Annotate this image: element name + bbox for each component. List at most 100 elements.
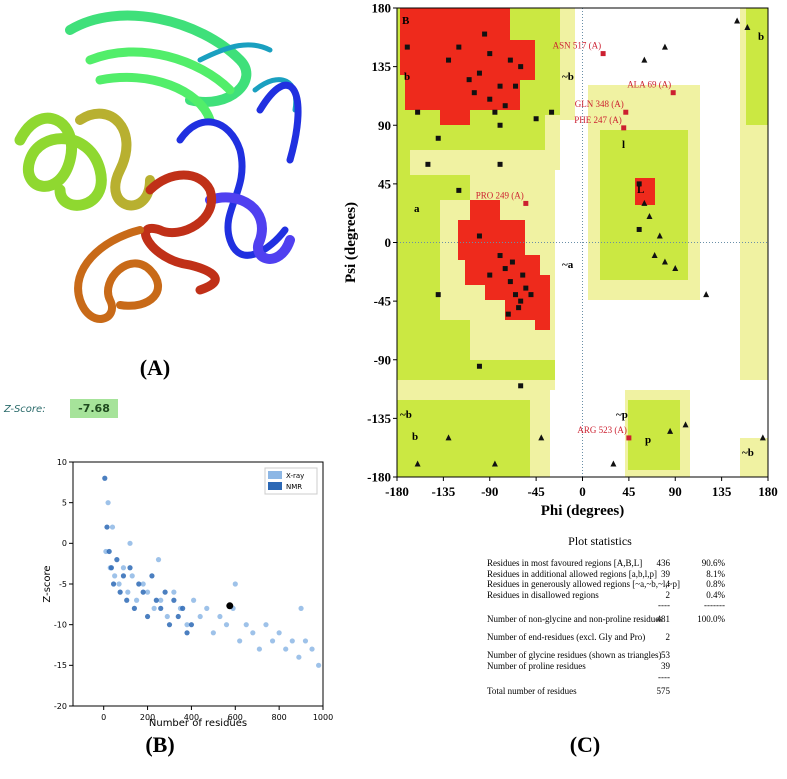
y-tick-label: 45 bbox=[378, 176, 392, 191]
stats-value: 0.8% bbox=[706, 579, 725, 589]
y-tick-label: -45 bbox=[374, 294, 392, 309]
point bbox=[636, 181, 642, 187]
point bbox=[289, 638, 295, 644]
stats-value: 53 bbox=[661, 650, 671, 660]
y-tick-label: -135 bbox=[367, 411, 391, 426]
point bbox=[435, 135, 441, 141]
point bbox=[197, 613, 203, 620]
point bbox=[155, 557, 162, 563]
point bbox=[158, 597, 164, 603]
y-axis-label: Z-score bbox=[42, 565, 53, 602]
point bbox=[497, 122, 503, 128]
point bbox=[283, 646, 289, 652]
stats-value: 2 bbox=[666, 632, 671, 642]
point bbox=[120, 565, 127, 571]
ribbon bbox=[74, 226, 162, 323]
point bbox=[210, 630, 216, 636]
x-tick-label: -90 bbox=[481, 484, 498, 499]
ribbon bbox=[176, 81, 302, 259]
y-tick-label: 180 bbox=[372, 1, 392, 16]
stats-value: 8.1% bbox=[706, 569, 725, 579]
point bbox=[491, 460, 498, 467]
z-score-box bbox=[70, 399, 118, 418]
point bbox=[446, 57, 452, 63]
point bbox=[703, 291, 710, 298]
y-axis-label: Psi (degrees) bbox=[343, 202, 359, 283]
legend-label: X-ray bbox=[286, 472, 304, 480]
point bbox=[136, 581, 142, 587]
stats-label: ---- bbox=[658, 672, 670, 682]
point bbox=[744, 24, 751, 31]
x-tick-label: 1000 bbox=[313, 713, 333, 722]
point bbox=[110, 581, 117, 587]
stats-label: Number of non-glycine and non-proline re… bbox=[487, 614, 663, 624]
point bbox=[120, 573, 127, 579]
point bbox=[497, 161, 503, 167]
x-tick-label: 800 bbox=[271, 713, 286, 722]
stats-value: 436 bbox=[657, 558, 671, 568]
point bbox=[105, 500, 111, 506]
point bbox=[456, 44, 462, 50]
point bbox=[191, 597, 197, 603]
x-tick-label: 0 bbox=[101, 713, 106, 722]
x-axis-label: Phi (degrees) bbox=[541, 503, 624, 519]
point bbox=[116, 581, 122, 587]
point bbox=[623, 109, 629, 115]
panel-label: (A) bbox=[140, 355, 171, 380]
region-label: B bbox=[402, 15, 410, 27]
point bbox=[104, 524, 110, 530]
point bbox=[651, 252, 658, 259]
y-tick-label: 90 bbox=[378, 118, 391, 133]
point bbox=[166, 622, 173, 628]
point bbox=[516, 305, 522, 311]
point bbox=[505, 311, 511, 317]
point bbox=[309, 646, 315, 652]
point bbox=[184, 622, 190, 628]
stats-label: ---- bbox=[658, 600, 670, 610]
y-tick-label: 5 bbox=[62, 498, 67, 507]
point bbox=[223, 622, 230, 628]
point bbox=[670, 90, 676, 96]
point bbox=[523, 285, 529, 291]
point bbox=[636, 226, 642, 232]
point bbox=[497, 83, 503, 89]
point bbox=[513, 292, 519, 298]
point bbox=[158, 605, 164, 612]
x-tick-label: -180 bbox=[385, 484, 409, 499]
point bbox=[523, 200, 529, 206]
point bbox=[109, 524, 116, 530]
point bbox=[162, 589, 168, 595]
point bbox=[435, 292, 441, 298]
point bbox=[471, 90, 477, 96]
point bbox=[144, 613, 151, 620]
point bbox=[476, 70, 482, 76]
statistics: Plot statistics Residues in most favoured… bbox=[487, 534, 726, 696]
point bbox=[298, 605, 304, 612]
point-label: ARG 523 (A) bbox=[577, 425, 627, 435]
point bbox=[667, 427, 674, 434]
point bbox=[180, 605, 186, 612]
point bbox=[204, 605, 210, 612]
point bbox=[404, 44, 410, 50]
point bbox=[502, 266, 508, 272]
stats-value: 39 bbox=[661, 569, 671, 579]
y-tick-label: -5 bbox=[59, 580, 67, 589]
point bbox=[626, 435, 632, 441]
stats-label: Residues in generously allowed regions [… bbox=[487, 579, 680, 589]
y-tick-label: 135 bbox=[372, 59, 392, 74]
stats-value: 0.4% bbox=[706, 590, 725, 600]
point-label: ASN 517 (A) bbox=[553, 41, 602, 51]
stats-title: Plot statistics bbox=[568, 534, 632, 548]
point bbox=[672, 265, 679, 272]
point bbox=[466, 77, 472, 83]
point bbox=[171, 597, 177, 603]
y-tick-label: -15 bbox=[54, 661, 67, 670]
point bbox=[188, 622, 195, 628]
point bbox=[296, 654, 302, 660]
x-tick-label: 600 bbox=[228, 713, 243, 722]
point bbox=[237, 638, 243, 644]
generous-region bbox=[397, 8, 768, 477]
point bbox=[133, 597, 140, 603]
